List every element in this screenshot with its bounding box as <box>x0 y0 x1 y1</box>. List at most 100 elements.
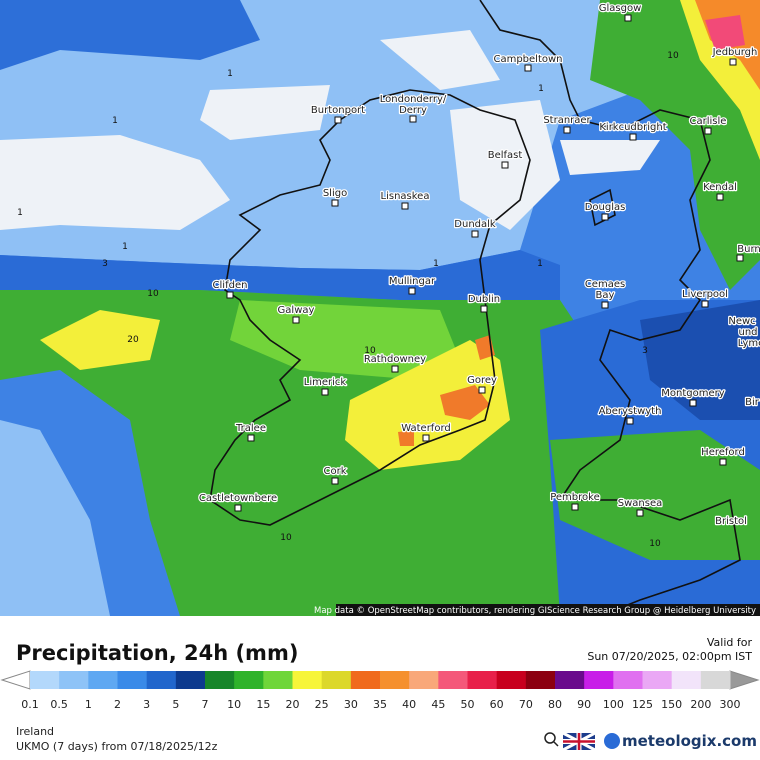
city-label: Dublin <box>468 294 500 305</box>
very-heavy-rain-area <box>705 15 745 50</box>
city-marker <box>501 161 509 169</box>
city-label: Glasgow <box>599 3 642 14</box>
city-marker <box>331 477 339 485</box>
city-marker <box>689 399 697 407</box>
legend-label: 7 <box>202 698 209 711</box>
city-label: Cork <box>323 466 346 477</box>
legend-swatch <box>292 671 323 689</box>
legend-label: 35 <box>373 698 387 711</box>
ireland-coast <box>209 89 531 526</box>
legend-label: 45 <box>431 698 445 711</box>
city-marker <box>563 126 571 134</box>
legend-label: 90 <box>577 698 591 711</box>
legend-swatch <box>117 671 148 689</box>
city-label: Londonderry/ <box>380 94 447 105</box>
legend-swatch <box>146 671 177 689</box>
legend-label: 5 <box>172 698 179 711</box>
city-marker <box>719 458 727 466</box>
valid-time: Sun 07/20/2025, 02:00pm IST <box>587 650 752 663</box>
city-marker <box>334 116 342 124</box>
city-label: Derry <box>399 105 427 116</box>
contour-label: 20 <box>127 335 139 345</box>
legend-swatch <box>642 671 673 689</box>
city-label: Kirkcudbright <box>599 122 666 133</box>
city-marker <box>247 434 255 442</box>
title: Precipitation, 24h (mm) <box>16 641 298 665</box>
city-marker <box>636 509 644 517</box>
city-label: Aberystwyth <box>599 406 662 417</box>
city-marker <box>480 305 488 313</box>
brand-logo[interactable] <box>604 733 620 749</box>
city-marker <box>736 254 744 262</box>
contour-label: 1 <box>122 242 128 252</box>
city-label: Newc <box>728 316 755 327</box>
legend-label: 70 <box>519 698 533 711</box>
light-rain-area <box>0 420 110 616</box>
legend-swatch <box>321 671 352 689</box>
legend-label: 0.1 <box>21 698 39 711</box>
legend-swatch <box>584 671 614 689</box>
legend-swatch <box>671 671 702 689</box>
legend-label: 0.5 <box>50 698 68 711</box>
legend-swatch <box>263 671 293 689</box>
hd-toggle[interactable] <box>544 732 559 747</box>
city-label: Douglas <box>585 202 626 213</box>
city-label: Tralee <box>235 423 266 434</box>
legend-swatch <box>88 671 118 689</box>
flag[interactable] <box>563 733 595 750</box>
city-label: Bir <box>745 397 760 408</box>
legend-label: 60 <box>490 698 504 711</box>
rain-area <box>640 300 760 420</box>
city-label: Sligo <box>323 188 347 199</box>
moderate-rain-area <box>230 300 460 380</box>
no-rain-area <box>380 30 500 90</box>
city-label: Castletownbere <box>199 493 277 504</box>
legend-swatch <box>234 671 264 689</box>
city-marker <box>727 517 735 525</box>
city-label: Stranraer <box>543 115 591 126</box>
city-label: Dundalk <box>454 219 496 230</box>
legend-label: 40 <box>402 698 416 711</box>
hd-icon[interactable] <box>553 741 559 747</box>
city-label: Waterford <box>401 423 450 434</box>
city-label: Belfast <box>488 150 523 161</box>
brand[interactable]: meteologix.com <box>622 732 757 750</box>
language-flag[interactable] <box>562 731 596 752</box>
heavy-rain-area <box>440 385 490 420</box>
heavy-rain-area <box>398 430 414 446</box>
legend-label: 100 <box>603 698 624 711</box>
city-marker <box>408 287 416 295</box>
coastlines <box>209 0 741 617</box>
city-label: Jedburgh <box>712 47 758 58</box>
city-label: Clifden <box>213 280 248 291</box>
city-marker <box>704 127 712 135</box>
city-marker <box>234 504 242 512</box>
city-label: Liverpool <box>682 289 728 300</box>
legend-label: 30 <box>344 698 358 711</box>
attribution: Map data © OpenStreetMap contributors, r… <box>314 606 756 616</box>
city-label: Galway <box>278 305 315 316</box>
city-marker <box>331 199 339 207</box>
city-label: Kendal <box>703 182 737 193</box>
contour-label: 1 <box>227 69 233 79</box>
legend-swatch <box>438 671 468 689</box>
rain-area <box>0 0 260 70</box>
contour-label: 1 <box>17 208 23 218</box>
city-marker <box>524 64 532 72</box>
legend-swatch <box>205 671 235 689</box>
legend-label: 1 <box>85 698 92 711</box>
legend-swatch <box>467 671 498 689</box>
city-marker <box>321 388 329 396</box>
no-rain-area <box>0 135 230 230</box>
city-marker <box>601 213 609 221</box>
contour-label: 1 <box>537 259 543 269</box>
city-marker <box>226 291 234 299</box>
city-marker <box>716 193 724 201</box>
hd-icon[interactable] <box>544 732 556 744</box>
model-run: UKMO (7 days) from 07/18/2025/12z <box>16 740 218 753</box>
city-label: Montgomery <box>661 388 724 399</box>
city-marker <box>409 115 417 123</box>
contour-label: 10 <box>147 289 159 299</box>
